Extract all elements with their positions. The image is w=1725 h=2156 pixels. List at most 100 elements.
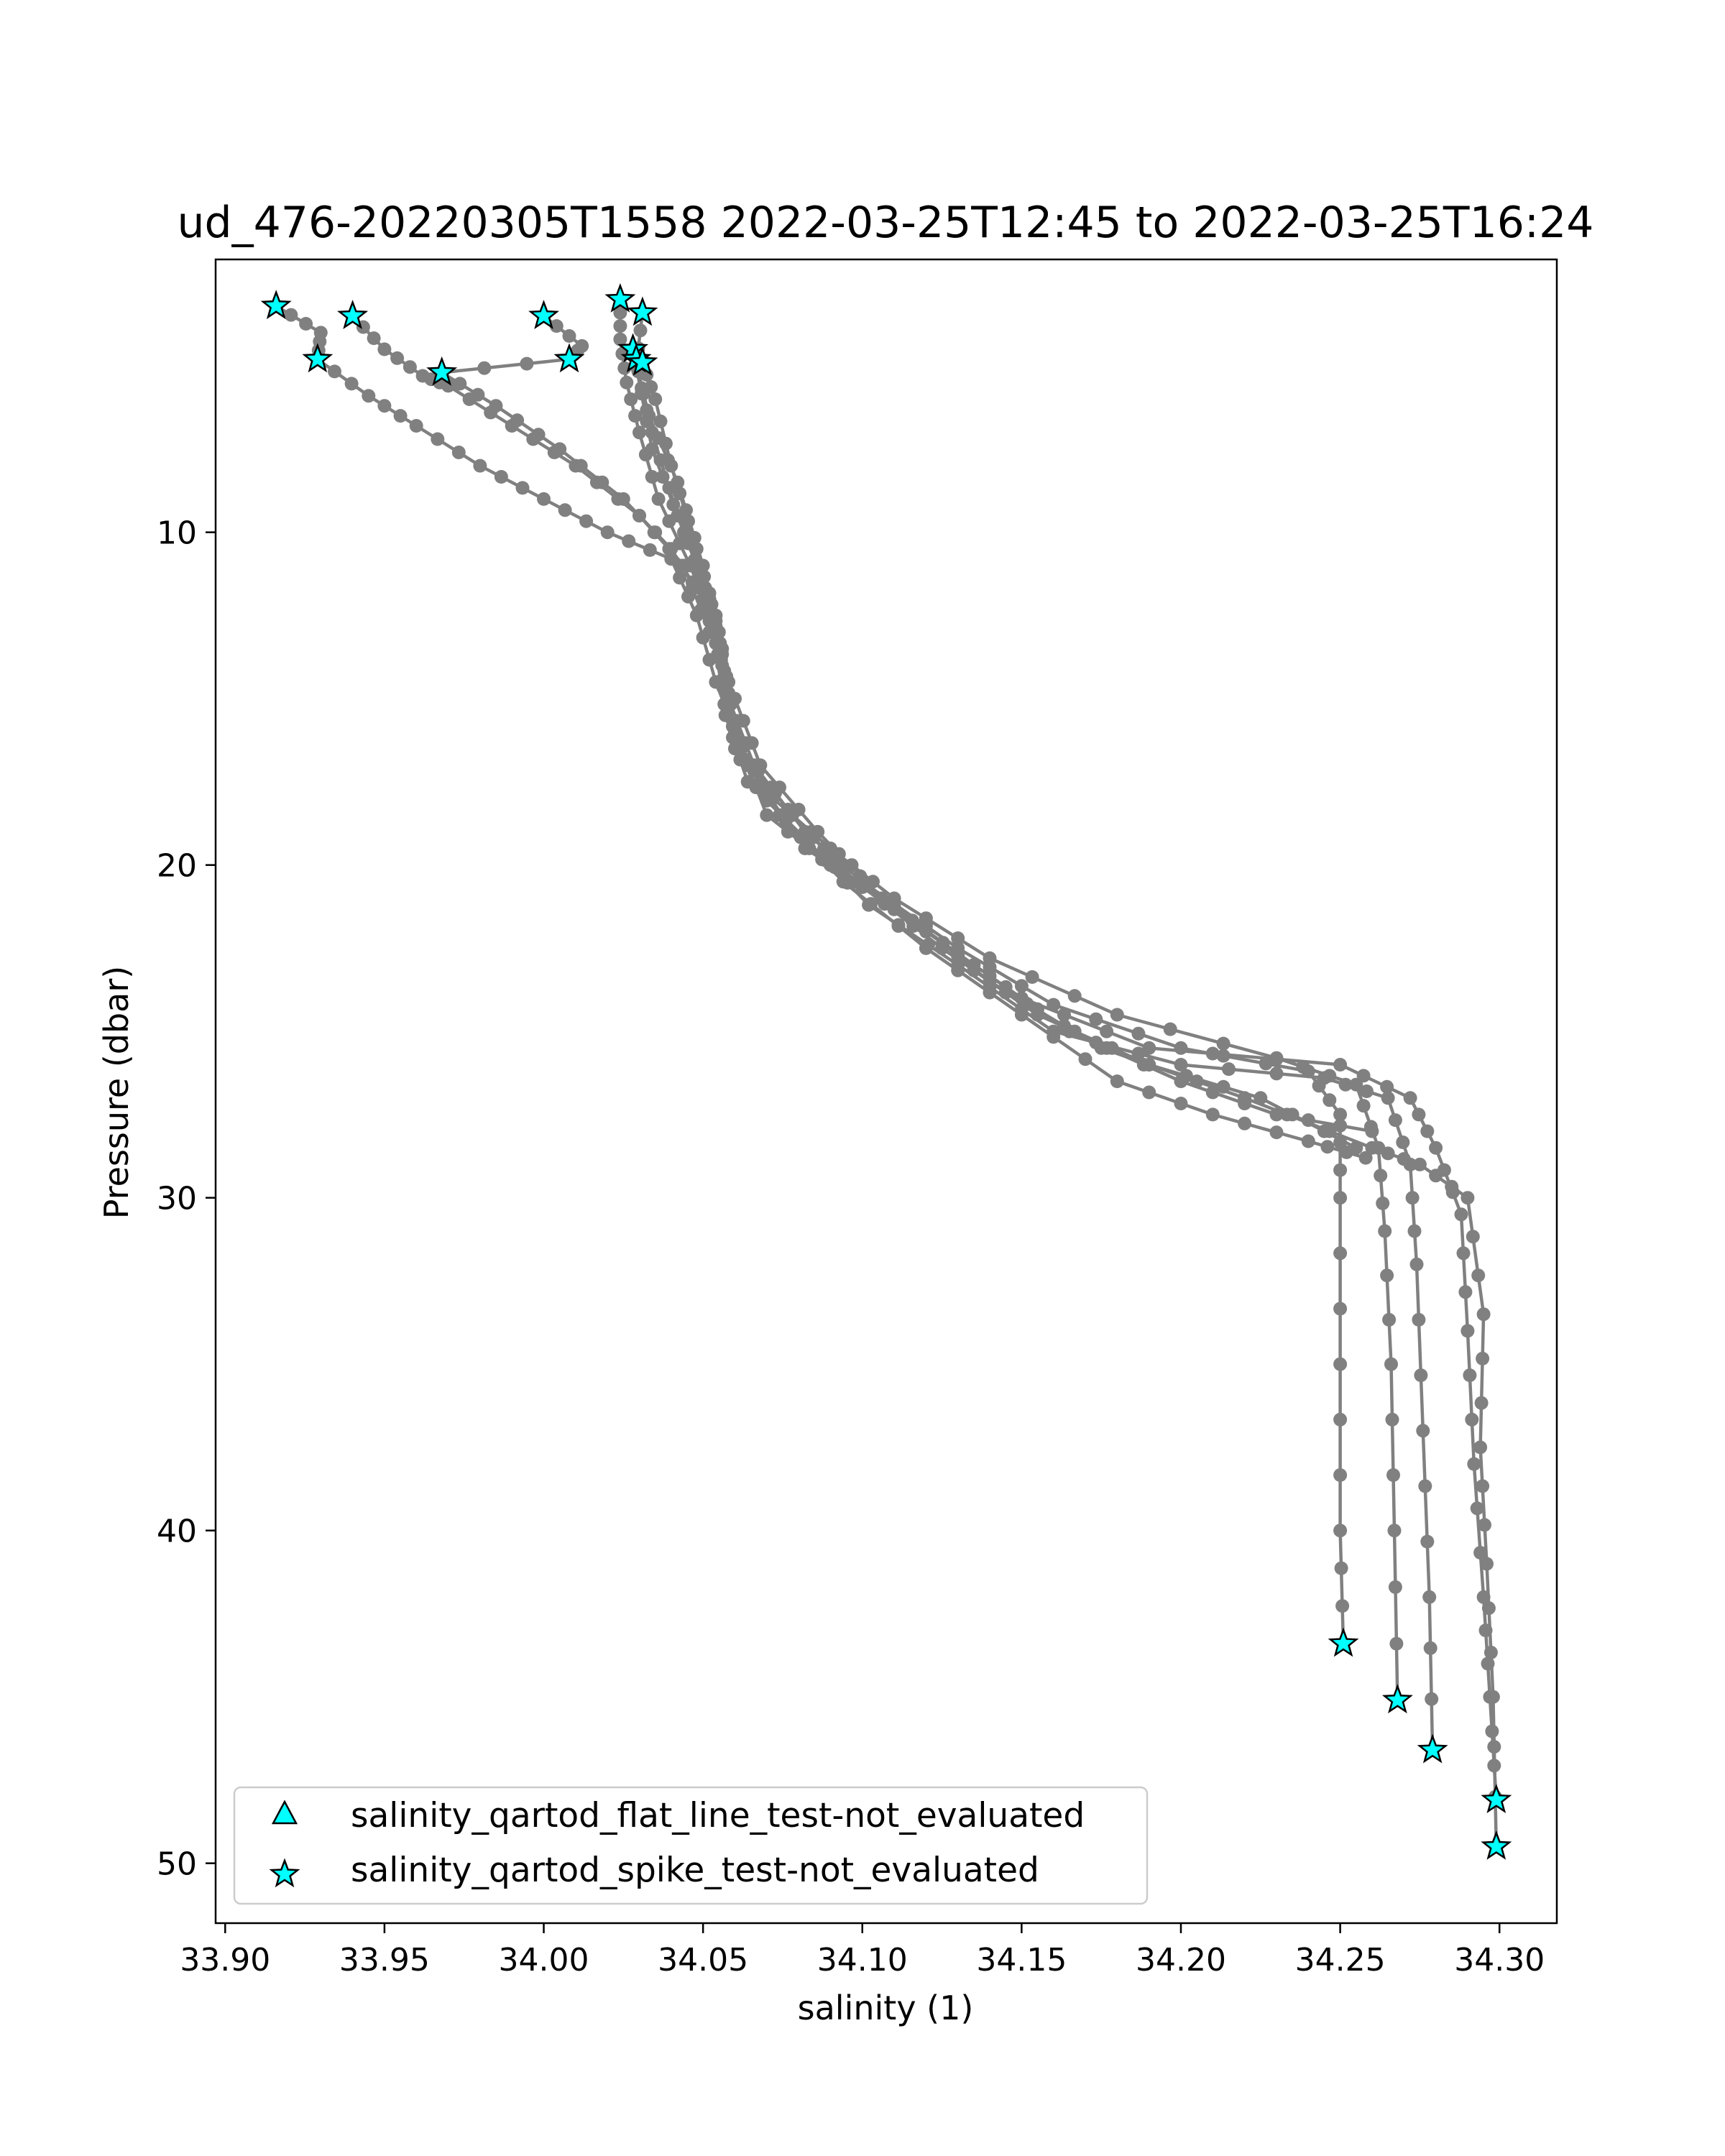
spike-flag-star — [302, 343, 334, 373]
profile-point — [632, 425, 646, 440]
profile-point — [864, 897, 878, 911]
profile-point — [632, 509, 646, 522]
profile-point — [1014, 1008, 1029, 1022]
profile-point — [595, 475, 610, 489]
profile-point — [666, 497, 681, 512]
profile-point — [709, 675, 723, 689]
profile-point — [1403, 1091, 1417, 1105]
profile-point — [377, 399, 392, 413]
profile-point — [1405, 1191, 1420, 1205]
profile-point — [1269, 1052, 1284, 1067]
profile-point — [1423, 1641, 1438, 1655]
profile-point — [553, 442, 567, 456]
profile-point — [1387, 1524, 1402, 1538]
profile-point — [613, 332, 627, 346]
profile-point — [1110, 1008, 1124, 1022]
profile-point — [1205, 1107, 1220, 1122]
profile-point — [1473, 1546, 1488, 1560]
profile-point — [1333, 1524, 1348, 1538]
profile-line-3 — [631, 349, 1499, 1800]
profile-point — [520, 356, 534, 371]
x-axis-label: salinity (1) — [798, 1989, 974, 2027]
y-axis-label: Pressure (dbar) — [97, 966, 136, 1219]
profile-point — [661, 453, 675, 467]
legend: salinity_qartod_flat_line_test-not_evalu… — [233, 1786, 1149, 1905]
profile-point — [648, 525, 663, 540]
profile-point — [1269, 1125, 1284, 1140]
profile-point — [983, 985, 997, 1000]
profile-point — [906, 919, 921, 933]
profile-point — [673, 571, 687, 585]
profile-point — [453, 377, 467, 391]
profile-point — [1333, 1357, 1348, 1371]
profile-point — [1412, 1312, 1426, 1327]
profile-point — [1396, 1135, 1410, 1149]
profile-point — [494, 470, 508, 484]
profile-point — [1100, 1024, 1114, 1038]
profile-point — [656, 470, 670, 484]
profile-point — [1485, 1724, 1499, 1738]
profile-point — [1317, 1071, 1331, 1085]
profile-point — [1407, 1224, 1422, 1238]
profile-point — [679, 503, 693, 517]
profile-point — [1334, 1561, 1348, 1575]
profile-point — [640, 414, 654, 428]
y-tick-label: 30 — [157, 1181, 197, 1217]
profile-point — [328, 364, 341, 379]
profile-point — [1333, 1412, 1348, 1427]
spike-flag-star — [627, 296, 658, 326]
profile-point — [1333, 1302, 1348, 1316]
profile-point — [702, 614, 717, 628]
profile-point — [1480, 1557, 1494, 1571]
profile-point — [919, 941, 933, 955]
profile-point — [1376, 1196, 1390, 1210]
profile-point — [1463, 1368, 1477, 1383]
profile-point — [1425, 1692, 1439, 1706]
profile-point — [715, 658, 730, 673]
profile-point — [1163, 1022, 1177, 1036]
profile-point — [1349, 1141, 1363, 1155]
profile-point — [1174, 1097, 1188, 1110]
profile-point — [624, 392, 638, 406]
profile-point — [1386, 1468, 1400, 1482]
profile-point — [1131, 1026, 1146, 1041]
profile-point — [1388, 1580, 1402, 1594]
legend-triangle-marker — [271, 1800, 298, 1825]
profile-point — [1384, 1357, 1398, 1371]
profile-point — [698, 581, 712, 595]
x-tick-label: 34.10 — [817, 1942, 908, 1978]
spike-flag-star — [553, 343, 585, 373]
profile-point — [579, 514, 594, 528]
profile-point — [1014, 979, 1029, 993]
profile-point — [675, 558, 689, 573]
profile-point — [1458, 1285, 1473, 1299]
profile-point — [613, 305, 627, 320]
spike-flag-star — [426, 356, 458, 386]
profile-point — [574, 459, 588, 473]
profile-point — [1205, 1085, 1220, 1100]
profile-point — [1142, 1041, 1156, 1055]
profile-point — [687, 553, 702, 567]
profile-point — [299, 317, 313, 331]
profile-point — [1465, 1412, 1479, 1427]
profile-point — [402, 360, 417, 374]
profile-line-7 — [436, 314, 1357, 1150]
profile-point — [1388, 1113, 1402, 1128]
profile-point — [1381, 1091, 1395, 1105]
profile-point — [1471, 1268, 1486, 1283]
profile-line-5 — [275, 304, 1366, 1160]
spike-flag-star — [1381, 1684, 1413, 1714]
profile-point — [935, 941, 949, 955]
profile-point — [1397, 1152, 1411, 1166]
profile-point — [1481, 1601, 1496, 1616]
chart-title: ud_476-20220305T1558 2022-03-25T12:45 to… — [178, 198, 1594, 248]
profile-point — [1416, 1424, 1430, 1438]
spike-flag-star — [528, 300, 559, 329]
profile-point — [806, 830, 821, 844]
profile-point — [1238, 1097, 1252, 1110]
profile-point — [1322, 1093, 1337, 1107]
profile-point — [1067, 1024, 1082, 1038]
profile-point — [687, 530, 702, 545]
profile-point — [1356, 1069, 1371, 1083]
